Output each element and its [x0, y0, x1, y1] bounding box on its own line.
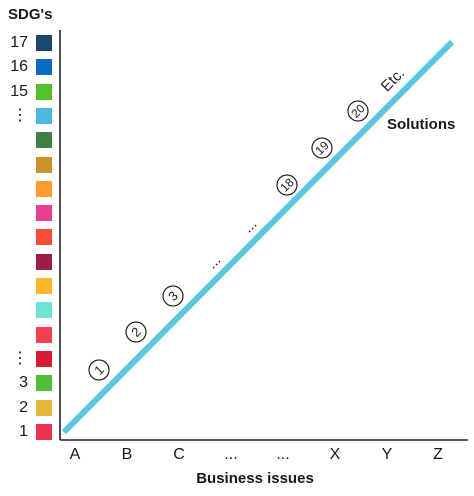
- x-tick-label: A: [69, 446, 81, 463]
- sdg-color-swatch: [36, 399, 52, 416]
- marker-circle: [162, 285, 184, 307]
- sdg-number-label: 15: [10, 82, 28, 100]
- solution-marker: 3: [162, 285, 184, 307]
- sdg-number-label: 17: [10, 34, 28, 51]
- marker-circle: [88, 359, 110, 381]
- x-tick-label: X: [329, 446, 341, 463]
- sdg-color-swatch: [36, 107, 52, 124]
- solution-marker: 19: [311, 137, 333, 159]
- solutions-line: [61, 39, 455, 435]
- sdg-color-swatch: [36, 302, 52, 319]
- sdg-color-swatch: [36, 180, 52, 197]
- sdg-color-swatch: [36, 350, 52, 367]
- sdg-color-swatch: [36, 423, 52, 440]
- solution-marker: 2: [125, 321, 147, 343]
- marker-circle: [276, 174, 298, 196]
- sdg-number-label: ⋮: [12, 106, 28, 124]
- sdg-number-label: 2: [19, 398, 28, 416]
- sdg-color-swatch: [36, 83, 52, 100]
- sdg-color-swatch: [36, 156, 52, 173]
- sdg-color-swatch: [36, 35, 52, 51]
- sdg-number-label: 1: [19, 422, 28, 440]
- marker-circle: [311, 137, 333, 159]
- sdg-color-swatch: [36, 278, 52, 294]
- x-tick-label: Z: [433, 446, 443, 463]
- sdg-color-swatch: [36, 132, 52, 149]
- marker-text: ...: [204, 252, 225, 273]
- solution-marker: 20: [347, 100, 369, 122]
- sdg-number-label: ⋮: [12, 349, 28, 367]
- ellipsis-marker: ...: [204, 252, 225, 273]
- marker-circle: [125, 321, 147, 343]
- x-tick-label: ...: [224, 446, 238, 463]
- sdg-axis-title: SDG's: [8, 6, 53, 23]
- sdg-color-swatch: [36, 326, 52, 343]
- x-tick-label: ...: [276, 446, 290, 463]
- solution-marker: 1: [88, 359, 110, 381]
- ellipsis-marker: ...: [240, 216, 261, 237]
- sdg-number-label: 16: [10, 58, 28, 76]
- marker-circle: [347, 100, 369, 122]
- x-tick-label: B: [121, 446, 133, 463]
- sdg-number-label: 3: [19, 374, 28, 392]
- x-axis-title: Business issues: [196, 470, 314, 487]
- sdg-color-swatch: [36, 253, 52, 270]
- sdg-color-swatch: [36, 375, 52, 392]
- x-tick-label: Y: [381, 446, 393, 463]
- marker-text: ...: [240, 216, 261, 237]
- sdg-color-swatch: [36, 229, 52, 246]
- sdg-color-swatch: [36, 205, 52, 222]
- solution-marker: 18: [276, 174, 298, 196]
- x-tick-label: C: [173, 446, 185, 463]
- sdg-color-swatch: [36, 59, 52, 76]
- solutions-label: Solutions: [387, 116, 456, 133]
